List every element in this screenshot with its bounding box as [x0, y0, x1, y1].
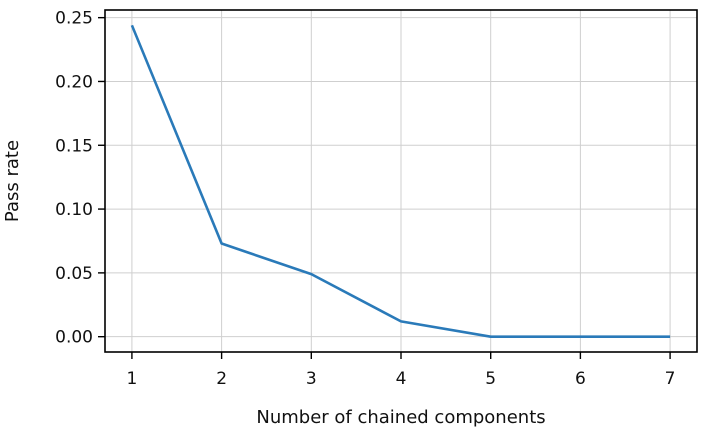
- series-layer: [130, 24, 671, 338]
- y-tick-label: 0.15: [55, 136, 93, 156]
- x-tick-label: 6: [575, 369, 586, 389]
- y-tick-label: 0.05: [55, 264, 93, 284]
- x-tick-label: 1: [126, 369, 137, 389]
- y-axis-label: Pass rate: [2, 140, 23, 222]
- y-tick-label: 0.25: [55, 9, 93, 29]
- x-tick-label: 7: [665, 369, 676, 389]
- x-axis: 1 2 3 4 5 6 7: [126, 352, 676, 389]
- x-tick-label: 2: [216, 369, 227, 389]
- x-tick-label: 4: [396, 369, 407, 389]
- x-axis-label: Number of chained components: [256, 407, 545, 428]
- grid: [105, 10, 697, 352]
- y-axis: 0.00 0.05 0.10 0.15 0.20 0.25: [55, 9, 105, 348]
- series-line: [130, 24, 671, 338]
- y-tick-label: 0.00: [55, 328, 93, 348]
- y-tick-label: 0.20: [55, 72, 93, 92]
- x-tick-label: 3: [306, 369, 317, 389]
- y-tick-label: 0.10: [55, 200, 93, 220]
- x-tick-label: 5: [485, 369, 496, 389]
